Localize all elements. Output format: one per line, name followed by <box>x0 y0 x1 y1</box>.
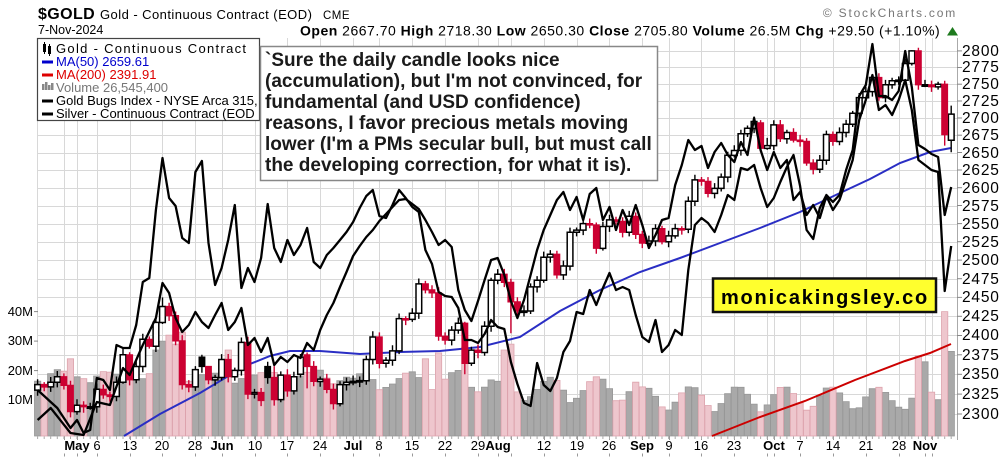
svg-text:28: 28 <box>892 438 906 453</box>
svg-text:2750: 2750 <box>962 76 1000 93</box>
svg-text:2650: 2650 <box>962 145 1000 162</box>
svg-text:2475: 2475 <box>962 271 1000 288</box>
svg-text:Gold - Continuous Contract: Gold - Continuous Contract <box>56 41 247 56</box>
svg-text:(accumulation), but I'm not co: (accumulation), but I'm not convinced, f… <box>265 71 643 92</box>
svg-text:`Sure the daily candle looks n: `Sure the daily candle looks nice <box>265 50 560 71</box>
svg-text:MA(50) 2659.61: MA(50) 2659.61 <box>56 54 149 69</box>
svg-text:26: 26 <box>602 438 616 453</box>
svg-text:fundamental (and USD confidenc: fundamental (and USD confidence) <box>265 92 581 113</box>
svg-text:21: 21 <box>859 438 873 453</box>
svg-text:2400: 2400 <box>962 327 1000 344</box>
svg-text:May: May <box>64 438 90 453</box>
svg-text:20M: 20M <box>8 363 33 378</box>
svg-text:10M: 10M <box>8 392 33 407</box>
svg-text:lower (I'm a PMs secular bull,: lower (I'm a PMs secular bull, but must … <box>265 134 652 155</box>
svg-text:2700: 2700 <box>962 110 1000 127</box>
svg-text:15: 15 <box>405 438 419 453</box>
svg-text:Nov: Nov <box>913 438 938 453</box>
svg-text:2550: 2550 <box>962 216 1000 233</box>
svg-text:Open 2667.70 High 2718.30 Low: Open 2667.70 High 2718.30 Low 2650.30 Cl… <box>300 23 940 39</box>
svg-text:6: 6 <box>93 438 100 453</box>
svg-text:2300: 2300 <box>962 406 1000 423</box>
svg-text:Aug: Aug <box>485 438 510 453</box>
svg-text:22: 22 <box>438 438 452 453</box>
svg-text:2450: 2450 <box>962 289 1000 306</box>
svg-text:monicakingsley.co: monicakingsley.co <box>721 287 929 309</box>
svg-text:2375: 2375 <box>962 347 1000 364</box>
svg-text:9: 9 <box>665 438 672 453</box>
svg-text:2325: 2325 <box>962 386 1000 403</box>
svg-text:MA(200) 2391.91: MA(200) 2391.91 <box>56 67 156 82</box>
svg-text:19: 19 <box>570 438 584 453</box>
svg-text:28: 28 <box>188 438 202 453</box>
svg-text:Gold - Continuous Contract (EO: Gold - Continuous Contract (EOD) <box>100 7 312 22</box>
svg-text:30M: 30M <box>8 333 33 348</box>
svg-text:Oct: Oct <box>763 438 785 453</box>
svg-text:Jul: Jul <box>344 438 363 453</box>
svg-text:10: 10 <box>248 438 262 453</box>
svg-text:reasons, I favor precious meta: reasons, I favor precious metals moving <box>265 113 628 134</box>
svg-text:17: 17 <box>280 438 294 453</box>
svg-text:24: 24 <box>313 438 327 453</box>
svg-text:CME: CME <box>323 10 350 22</box>
svg-text:Gold Bugs Index - NYSE Arca 31: Gold Bugs Index - NYSE Arca 315, <box>56 93 258 108</box>
svg-text:29: 29 <box>471 438 485 453</box>
svg-text:2575: 2575 <box>962 198 1000 215</box>
svg-text:Volume 26,545,400: Volume 26,545,400 <box>56 80 168 95</box>
svg-text:Jun: Jun <box>210 438 233 453</box>
svg-text:7: 7 <box>796 438 803 453</box>
svg-text:14: 14 <box>826 438 840 453</box>
svg-text:2525: 2525 <box>962 234 1000 251</box>
svg-text:40M: 40M <box>8 304 33 319</box>
svg-text:2600: 2600 <box>962 180 1000 197</box>
svg-text:12: 12 <box>537 438 551 453</box>
svg-text:the developing correction, for: the developing correction, for what it i… <box>265 155 631 176</box>
svg-text:© StockCharts.com: © StockCharts.com <box>823 6 957 20</box>
svg-text:Silver - Continuous Contract (: Silver - Continuous Contract (EOD <box>56 106 255 121</box>
svg-text:2350: 2350 <box>962 366 1000 383</box>
svg-text:2675: 2675 <box>962 127 1000 144</box>
svg-text:2725: 2725 <box>962 93 1000 110</box>
svg-text:2775: 2775 <box>962 59 1000 76</box>
svg-text:8: 8 <box>375 438 382 453</box>
svg-text:16: 16 <box>694 438 708 453</box>
svg-text:7-Nov-2024: 7-Nov-2024 <box>38 23 103 37</box>
svg-text:23: 23 <box>727 438 741 453</box>
svg-text:20: 20 <box>155 438 169 453</box>
svg-text:2625: 2625 <box>962 162 1000 179</box>
svg-text:2425: 2425 <box>962 308 1000 325</box>
svg-text:2800: 2800 <box>962 43 1000 60</box>
svg-text:13: 13 <box>123 438 137 453</box>
svg-text:2500: 2500 <box>962 252 1000 269</box>
svg-text:$GOLD: $GOLD <box>38 6 95 23</box>
svg-text:Sep: Sep <box>630 438 654 453</box>
